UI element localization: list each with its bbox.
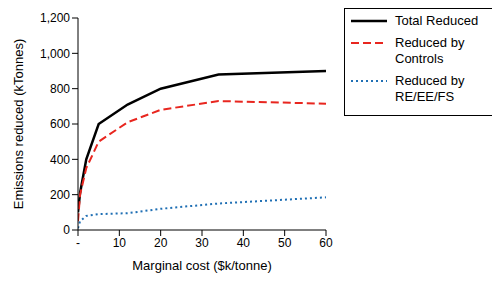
svg-text:50: 50 (278, 236, 292, 250)
svg-text:20: 20 (154, 236, 168, 250)
svg-text:10: 10 (113, 236, 127, 250)
svg-text:40: 40 (237, 236, 251, 250)
html-text:Total Reduced: Total Reduced (395, 13, 479, 28)
svg-text:400: 400 (50, 153, 70, 167)
html-text:Reduced by RE/EE/FS: Reduced by RE/EE/FS (395, 73, 465, 104)
svg-text:600: 600 (50, 117, 70, 131)
svg-text:-: - (76, 236, 80, 250)
svg-text:200: 200 (50, 188, 70, 202)
svg-text:800: 800 (50, 82, 70, 96)
svg-text:60: 60 (319, 236, 333, 250)
svg-text:1,200: 1,200 (40, 11, 70, 25)
html-text:Reduced by Controls: Reduced by Controls (395, 35, 465, 66)
svg-text:Marginal cost ($k/tonne): Marginal cost ($k/tonne) (132, 258, 271, 273)
svg-text:0: 0 (63, 223, 70, 237)
svg-text:Emissions reduced (kTonnes): Emissions reduced (kTonnes) (11, 39, 26, 210)
svg-text:30: 30 (195, 236, 209, 250)
svg-text:1,000: 1,000 (40, 47, 70, 61)
